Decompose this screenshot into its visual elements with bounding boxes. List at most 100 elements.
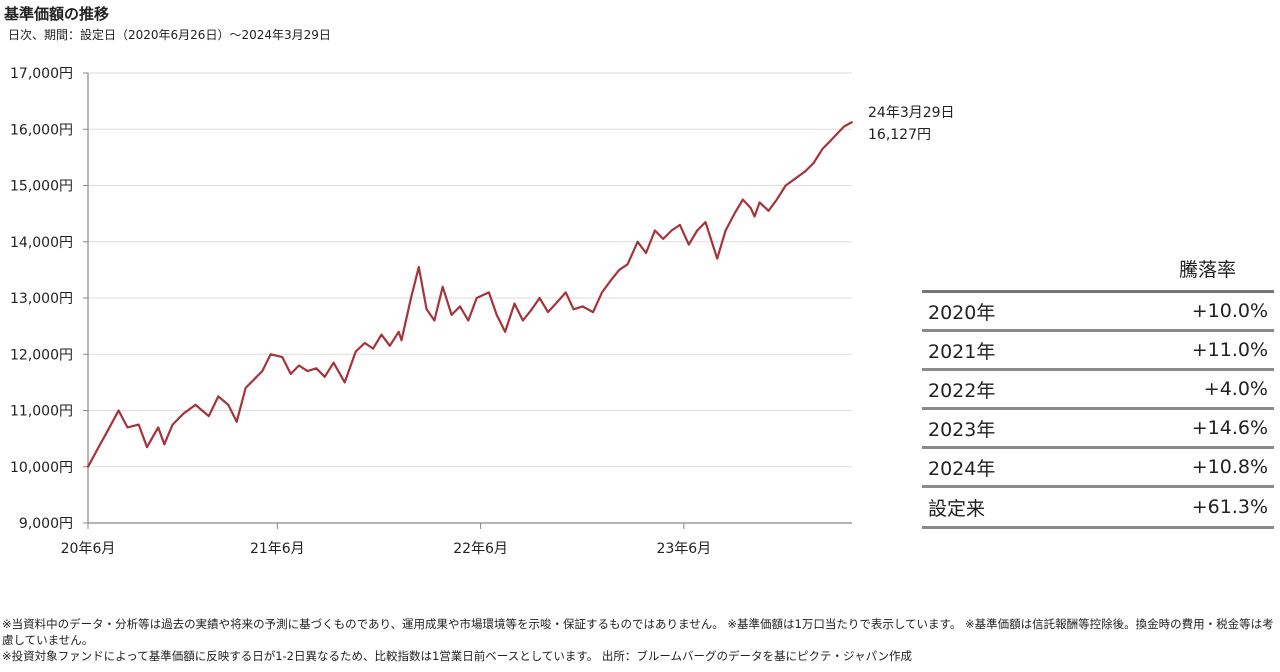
y-tick-label: 14,000円 [10, 235, 73, 251]
data-point [323, 375, 326, 378]
y-tick-labels: 9,000円 10,000円 11,000円 12,000円 13,000円 14,000… [10, 66, 73, 532]
annotation: 24年3月29日 16,127円 [868, 105, 955, 143]
data-point [530, 308, 533, 311]
grid-lines [88, 72, 852, 468]
y-tick-label: 9,000円 [19, 516, 73, 532]
data-point [513, 302, 516, 305]
data-point [775, 198, 778, 201]
data-point [269, 353, 272, 356]
data-point [467, 319, 470, 322]
data-point [609, 280, 612, 282]
data-point [306, 370, 309, 372]
data-point [679, 224, 681, 226]
row-label: 2020年 [922, 291, 1089, 332]
data-point [767, 209, 770, 212]
data-point [163, 443, 166, 446]
data-point [441, 285, 444, 288]
data-point [670, 229, 673, 232]
x-tick-label: 23年6月 [656, 541, 711, 557]
data-point [829, 139, 832, 142]
row-label: 2024年 [922, 447, 1089, 488]
x-tick-labels: 20年6月 21年6月 22年6月 23年6月 [61, 541, 712, 557]
annotation-value: 16,127円 [868, 127, 931, 143]
data-point [87, 465, 89, 468]
data-point [843, 125, 846, 128]
data-point [696, 229, 699, 232]
data-point [522, 319, 524, 322]
y-tick-label: 16,000円 [10, 122, 73, 138]
data-point [117, 409, 120, 412]
data-point [572, 308, 575, 311]
data-point [792, 179, 795, 181]
data-point [851, 121, 853, 123]
data-point [244, 387, 247, 389]
data-point [488, 291, 490, 294]
data-point [388, 344, 391, 347]
row-value: +10.8% [1088, 447, 1274, 488]
nav-line-chart: 9,000円 10,000円 11,000円 12,000円 13,000円 14,000… [10, 66, 955, 557]
data-point [217, 395, 220, 398]
data-point [397, 330, 400, 333]
data-point [417, 266, 420, 268]
data-point [137, 423, 140, 426]
row-value: +14.6% [1088, 408, 1274, 449]
data-point [298, 364, 300, 367]
table-row: 2023年 +14.6% [922, 408, 1274, 449]
data-point [724, 229, 727, 232]
data-point [821, 148, 824, 150]
row-value: +11.0% [1088, 330, 1274, 371]
table-row: 2024年 +10.8% [922, 447, 1274, 488]
row-label: 2023年 [922, 408, 1089, 449]
data-point [504, 330, 506, 333]
data-point [194, 404, 197, 406]
data-point [495, 314, 498, 316]
data-point [645, 252, 647, 254]
data-point [742, 198, 744, 201]
data-point [592, 311, 594, 313]
data-point [554, 302, 557, 305]
data-point [450, 314, 453, 316]
x-tick-label: 20年6月 [61, 541, 116, 557]
data-point [433, 319, 436, 322]
data-point [363, 342, 366, 344]
series-layer [87, 121, 853, 468]
footnote: ※投資対象ファンドによって基準価額に反映する日が1-2日異なるため、比較指数は1… [2, 649, 913, 663]
footnotes: ※当資料中のデータ・分析等は過去の実績や将来の予測に基づくものであり、運用成果や… [2, 616, 1276, 664]
y-tick-label: 12,000円 [10, 347, 73, 363]
data-point [636, 240, 639, 243]
data-point [281, 356, 284, 358]
data-point [171, 423, 174, 426]
data-point [410, 297, 412, 299]
data-point [804, 170, 807, 173]
data-point [538, 297, 541, 299]
row-label: 2022年 [922, 369, 1089, 410]
data-point [687, 243, 690, 246]
data-point [97, 446, 100, 448]
table-header-row: 騰落率 [922, 252, 1274, 293]
data-point [207, 415, 210, 417]
axes [83, 72, 852, 529]
data-point [354, 350, 357, 353]
y-tick-label: 17,000円 [10, 66, 73, 82]
data-point [380, 333, 383, 336]
data-point [547, 311, 549, 313]
row-value: +10.0% [1088, 291, 1274, 332]
row-label: 設定来 [922, 486, 1089, 529]
data-point [475, 297, 478, 299]
table-row-since-inception: 設定来 +61.3% [922, 486, 1274, 529]
data-point [704, 221, 707, 224]
chart-subtitle: 日次、期間：設定日（2020年6月26日）～2024年3月29日 [8, 28, 331, 42]
data-point [581, 305, 584, 308]
table-row: 2020年 +10.0% [922, 291, 1274, 332]
data-point [733, 212, 736, 215]
data-point [126, 426, 129, 429]
y-tick-label: 15,000円 [10, 179, 73, 195]
data-point [157, 426, 160, 429]
row-value: +61.3% [1088, 486, 1274, 529]
x-tick-label: 22年6月 [453, 541, 508, 557]
data-point [289, 373, 292, 375]
data-point [107, 429, 109, 432]
data-point [662, 238, 665, 240]
data-point [564, 291, 567, 294]
performance-table: 騰落率 2020年 +10.0% 2021年 +11.0% 2022年 +4.0… [922, 252, 1274, 529]
